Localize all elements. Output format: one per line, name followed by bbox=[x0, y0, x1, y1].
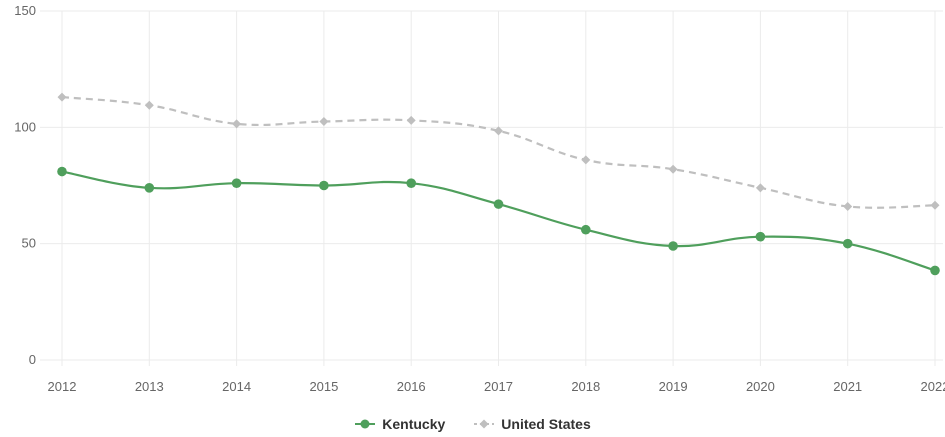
data-point-kentucky[interactable] bbox=[493, 199, 504, 209]
legend-united-states-marker-icon bbox=[474, 419, 495, 429]
x-tick-label: 2022 bbox=[921, 379, 945, 394]
x-tick-label: 2013 bbox=[135, 379, 164, 394]
data-point-kentucky[interactable] bbox=[755, 231, 766, 242]
data-point-kentucky[interactable] bbox=[57, 166, 67, 177]
data-point-united-states[interactable] bbox=[930, 200, 940, 210]
data-point-kentucky[interactable] bbox=[668, 241, 678, 251]
data-point-united-states[interactable] bbox=[144, 100, 154, 110]
x-tick-label: 2012 bbox=[48, 379, 77, 394]
data-point-united-states[interactable] bbox=[406, 115, 416, 125]
series-line-united-states bbox=[61, 95, 936, 209]
legend-label-united-states: United States bbox=[501, 416, 591, 432]
data-point-united-states[interactable] bbox=[494, 126, 503, 136]
x-tick-label: 2021 bbox=[833, 379, 862, 394]
data-point-kentucky[interactable] bbox=[842, 238, 853, 249]
series-united-states bbox=[57, 92, 940, 211]
y-tick-label: 150 bbox=[14, 3, 36, 18]
data-point-united-states[interactable] bbox=[232, 119, 242, 129]
data-point-kentucky[interactable] bbox=[581, 224, 591, 235]
data-point-kentucky[interactable] bbox=[319, 180, 329, 191]
chart-legend: Kentucky United States bbox=[0, 412, 945, 436]
series-kentucky bbox=[57, 166, 940, 276]
data-point-united-states[interactable] bbox=[581, 155, 591, 165]
data-point-kentucky[interactable] bbox=[144, 183, 155, 193]
data-point-united-states[interactable] bbox=[319, 117, 329, 127]
data-point-kentucky[interactable] bbox=[406, 178, 417, 188]
data-point-kentucky[interactable] bbox=[231, 178, 242, 188]
data-point-united-states[interactable] bbox=[668, 164, 678, 174]
x-tick-label: 2014 bbox=[222, 379, 251, 394]
data-point-kentucky[interactable] bbox=[930, 265, 940, 276]
x-tick-label: 2015 bbox=[309, 379, 338, 394]
x-axis-tick-labels: 2012 2013 2014 2015 2016 2017 2018 2019 2020 2021… bbox=[48, 379, 945, 394]
x-tick-label: 2019 bbox=[659, 379, 688, 394]
legend-kentucky-marker-icon bbox=[355, 419, 376, 429]
data-point-united-states[interactable] bbox=[843, 201, 853, 211]
x-tick-label: 2017 bbox=[484, 379, 513, 394]
y-tick-label: 100 bbox=[14, 119, 36, 134]
legend-item-kentucky[interactable]: Kentucky bbox=[354, 416, 445, 432]
x-tick-label: 2018 bbox=[571, 379, 600, 394]
y-tick-label: 0 bbox=[29, 352, 36, 367]
x-tick-label: 2016 bbox=[397, 379, 426, 394]
data-point-united-states[interactable] bbox=[755, 183, 765, 193]
series-layer bbox=[57, 92, 940, 276]
y-axis-tick-labels: 0 50 100 150 bbox=[14, 3, 36, 367]
legend-item-united-states[interactable]: United States bbox=[473, 416, 591, 432]
legend-label-kentucky: Kentucky bbox=[382, 416, 446, 432]
x-tick-label: 2020 bbox=[746, 379, 775, 394]
data-point-united-states[interactable] bbox=[57, 92, 67, 102]
y-tick-label: 50 bbox=[22, 236, 36, 251]
